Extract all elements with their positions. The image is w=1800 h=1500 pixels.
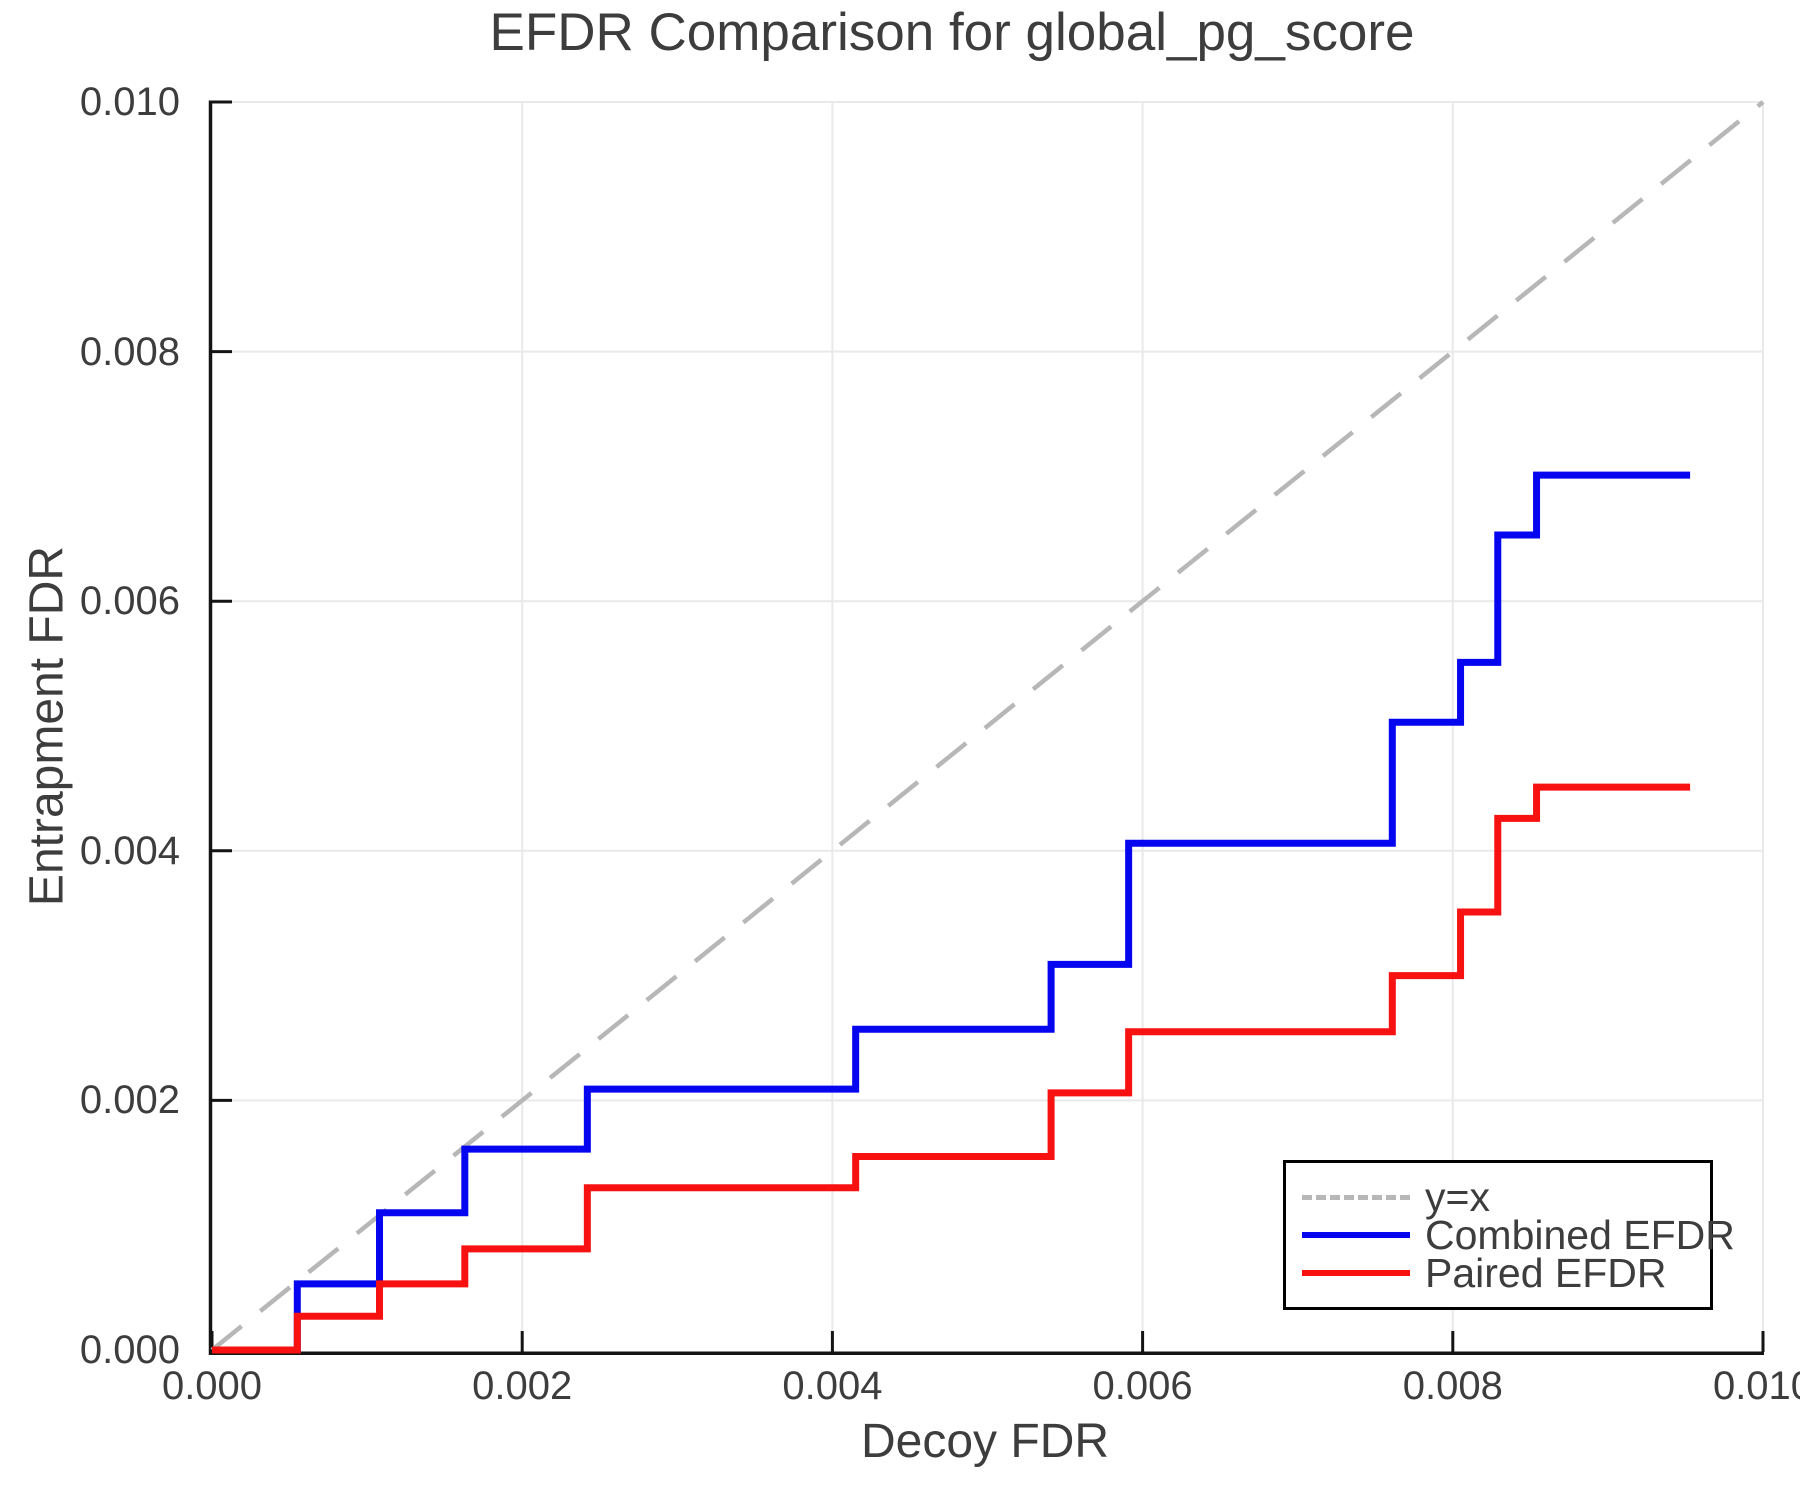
- legend-row-paired-efdr: Paired EFDR: [1302, 1249, 1710, 1296]
- x-tick-label: 0.002: [472, 1364, 573, 1408]
- x-tick-label: 0.004: [782, 1364, 883, 1408]
- legend-row-combined-efdr: Combined EFDR: [1302, 1214, 1735, 1255]
- y-tick-label: 0.006: [79, 579, 180, 624]
- y-tick-label: 0.004: [79, 828, 180, 873]
- x-tick-label: 0.000: [161, 1364, 263, 1408]
- legend-row-identity: y=x: [1302, 1173, 1710, 1220]
- y-tick-label: 0.000: [79, 1328, 180, 1372]
- x-tick-label: 0.008: [1402, 1364, 1503, 1408]
- paired-efdr-line: [212, 783, 1691, 1354]
- y-tick-label: 0.008: [79, 329, 180, 374]
- legend-swatch-paired-efdr: [1302, 1270, 1410, 1276]
- x-tick-label: 0.006: [1092, 1364, 1193, 1408]
- legend-swatch-identity-line: [1302, 1194, 1410, 1200]
- legend-label-combined-efdr: Combined EFDR: [1425, 1211, 1735, 1258]
- combined-efdr-line: [212, 471, 1691, 1354]
- legend-label-paired-efdr: Paired EFDR: [1425, 1249, 1667, 1296]
- plot-title: EFDR Comparison for global_pg_score: [489, 3, 1415, 62]
- x-tick-label: 0.010: [1712, 1364, 1800, 1408]
- y-tick-label: 0.002: [79, 1078, 180, 1123]
- identity-line: [210, 100, 1765, 1352]
- legend-swatch-combined-efdr: [1302, 1232, 1410, 1238]
- legend-label-identity: y=x: [1425, 1173, 1490, 1220]
- y-tick-label: 0.010: [79, 80, 180, 124]
- legend: y=x Combined EFDR Paired EFDR: [1283, 1160, 1735, 1310]
- x-axis-label: Decoy FDR: [860, 1415, 1110, 1468]
